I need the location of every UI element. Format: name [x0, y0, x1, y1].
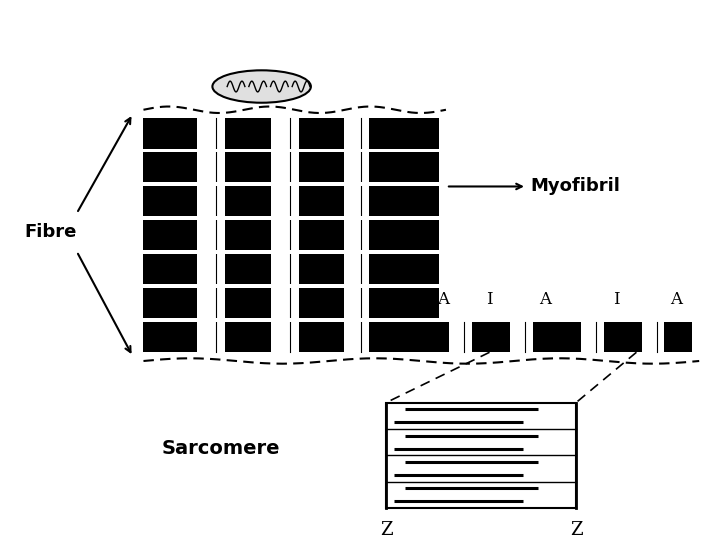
Bar — [216, 254, 225, 284]
Bar — [196, 288, 216, 318]
Text: A: A — [540, 291, 552, 308]
Bar — [196, 254, 216, 284]
Bar — [271, 118, 290, 148]
Bar — [216, 220, 225, 251]
Text: I: I — [613, 291, 620, 308]
Bar — [345, 254, 361, 284]
Bar — [581, 322, 596, 352]
Bar — [271, 186, 290, 217]
Bar — [345, 152, 361, 183]
Bar — [361, 186, 369, 217]
Bar — [290, 288, 298, 318]
Bar — [361, 288, 369, 318]
Bar — [510, 322, 525, 352]
Bar — [290, 186, 298, 217]
Bar — [196, 186, 216, 217]
Bar — [290, 118, 298, 148]
Bar — [143, 118, 439, 148]
Bar — [271, 322, 290, 352]
Bar — [143, 318, 439, 322]
Bar — [143, 288, 439, 318]
Bar — [143, 284, 439, 288]
Bar — [216, 186, 225, 217]
Text: Myofibril: Myofibril — [530, 177, 620, 195]
Bar — [143, 254, 439, 284]
Bar — [345, 186, 361, 217]
Bar — [143, 251, 439, 254]
Bar — [143, 148, 439, 152]
Bar — [196, 220, 216, 251]
Bar — [271, 220, 290, 251]
Bar — [143, 186, 439, 217]
Bar — [345, 288, 361, 318]
Text: I: I — [486, 291, 493, 308]
Bar — [525, 322, 532, 352]
Bar — [290, 322, 298, 352]
Bar — [345, 322, 361, 352]
Bar — [196, 152, 216, 183]
Bar — [449, 322, 464, 352]
Bar — [464, 322, 471, 352]
Bar — [143, 322, 439, 352]
Bar — [345, 118, 361, 148]
Text: A: A — [670, 291, 681, 308]
Bar — [143, 220, 439, 251]
Bar — [196, 118, 216, 148]
Text: Sarcomere: Sarcomere — [162, 439, 280, 458]
Bar — [361, 220, 369, 251]
Bar — [271, 152, 290, 183]
Bar — [271, 288, 290, 318]
Bar — [596, 322, 603, 352]
Bar — [345, 220, 361, 251]
Bar — [361, 118, 369, 148]
Text: Fibre: Fibre — [24, 223, 77, 241]
Bar — [361, 322, 369, 352]
Bar — [216, 322, 225, 352]
Bar — [196, 322, 216, 352]
Bar — [290, 220, 298, 251]
Bar — [361, 254, 369, 284]
Text: Z: Z — [380, 521, 393, 539]
Text: A: A — [437, 291, 449, 308]
Bar — [216, 118, 225, 148]
Bar — [657, 322, 664, 352]
Bar — [642, 322, 657, 352]
Bar — [439, 322, 692, 352]
Bar — [271, 254, 290, 284]
Bar — [386, 403, 576, 508]
Bar — [143, 217, 439, 220]
Bar — [361, 152, 369, 183]
Bar — [143, 152, 439, 183]
Bar — [290, 254, 298, 284]
Text: Z: Z — [570, 521, 582, 539]
Ellipse shape — [213, 71, 311, 103]
Bar — [216, 288, 225, 318]
Bar — [216, 152, 225, 183]
Bar — [143, 183, 439, 186]
Bar — [290, 152, 298, 183]
